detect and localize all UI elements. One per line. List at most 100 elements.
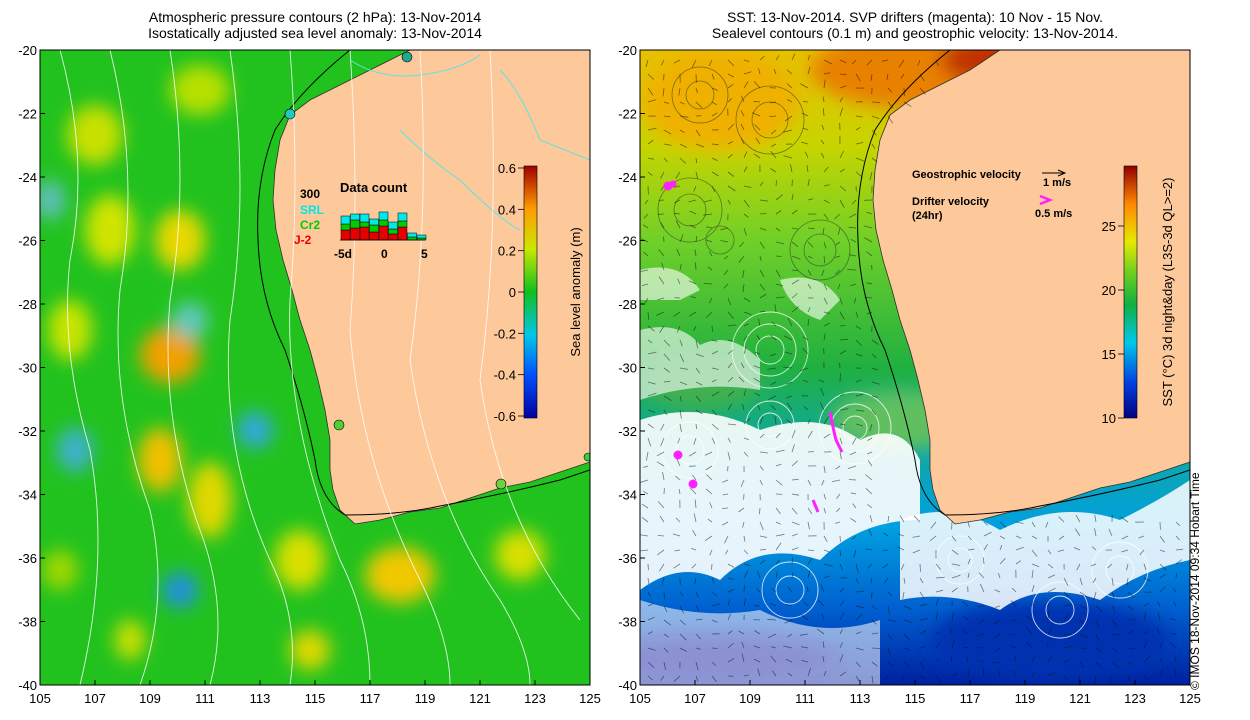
velocity-arrow <box>723 283 729 289</box>
velocity-arrow <box>759 535 768 538</box>
velocity-arrow <box>759 293 767 299</box>
velocity-arrow <box>679 591 684 597</box>
velocity-arrow <box>1169 642 1177 649</box>
velocity-arrow <box>1063 577 1069 586</box>
velocity-arrow <box>839 59 847 64</box>
velocity-arrow <box>868 529 873 537</box>
velocity-arrow <box>836 507 841 513</box>
velocity-arrow <box>1111 605 1116 613</box>
velocity-arrow <box>775 227 781 232</box>
velocity-arrow <box>774 415 777 425</box>
velocity-arrow <box>770 150 777 159</box>
velocity-arrow <box>850 283 857 287</box>
velocity-arrow <box>693 437 697 445</box>
velocity-arrow <box>724 549 729 555</box>
velocity-arrow <box>791 279 800 285</box>
velocity-arrow <box>677 278 681 285</box>
velocity-arrow <box>758 318 761 327</box>
velocity-arrow <box>913 515 921 523</box>
velocity-arrow <box>688 280 697 285</box>
geostrophic-velocity-vectors <box>640 53 1184 685</box>
velocity-arrow <box>935 675 942 683</box>
velocity-arrow <box>839 642 843 649</box>
velocity-arrow <box>935 576 945 579</box>
velocity-arrow <box>982 667 985 677</box>
velocity-arrow <box>783 366 793 369</box>
velocity-arrow <box>775 255 782 257</box>
velocity-arrow <box>935 599 939 607</box>
velocity-arrow <box>743 323 749 327</box>
velocity-arrow <box>887 87 893 93</box>
velocity-arrow <box>1015 546 1024 551</box>
velocity-arrow <box>834 213 841 220</box>
velocity-arrow <box>645 59 649 68</box>
velocity-arrow <box>711 591 717 597</box>
velocity-arrow <box>768 395 777 400</box>
velocity-arrow <box>839 73 847 76</box>
velocity-arrow <box>1079 619 1084 624</box>
velocity-arrow <box>724 535 729 544</box>
velocity-arrow <box>1143 655 1151 663</box>
velocity-arrow <box>695 171 699 180</box>
velocity-arrow <box>822 108 825 117</box>
velocity-arrow <box>678 87 681 96</box>
y-tick-label: -36 <box>18 551 37 566</box>
velocity-arrow <box>1031 535 1038 540</box>
velocity-arrow <box>855 393 864 397</box>
velocity-arrow <box>769 101 777 104</box>
velocity-arrow <box>855 661 861 668</box>
velocity-arrow <box>818 379 825 383</box>
velocity-arrow <box>839 587 845 593</box>
velocity-arrow <box>727 613 731 621</box>
velocity-arrow <box>839 423 846 426</box>
velocity-arrow <box>999 521 1007 528</box>
velocity-arrow <box>791 478 799 481</box>
velocity-arrow <box>673 675 681 682</box>
velocity-arrow <box>679 633 687 641</box>
velocity-arrow <box>647 381 656 385</box>
velocity-arrow <box>839 535 841 542</box>
velocity-arrow <box>656 451 665 457</box>
inset-bar-segment <box>369 224 379 233</box>
inset-bar-segment <box>388 228 398 235</box>
velocity-arrow <box>866 59 873 66</box>
velocity-arrow <box>855 115 863 118</box>
velocity-arrow <box>743 297 751 302</box>
velocity-arrow <box>912 549 921 554</box>
velocity-arrow <box>1031 549 1038 557</box>
velocity-arrow <box>647 423 654 429</box>
velocity-arrow <box>839 451 842 460</box>
velocity-arrow <box>850 492 857 495</box>
velocity-arrow <box>660 437 665 447</box>
velocity-arrow <box>694 499 697 509</box>
velocity-arrow <box>691 59 697 68</box>
velocity-arrow <box>871 647 881 649</box>
velocity-arrow <box>663 395 672 402</box>
velocity-arrow <box>640 479 649 483</box>
velocity-arrow <box>663 633 670 638</box>
velocity-arrow <box>711 143 719 146</box>
velocity-arrow <box>775 432 781 439</box>
inset-bar-segment <box>416 234 427 239</box>
velocity-arrow <box>1058 535 1065 540</box>
velocity-arrow <box>839 612 845 621</box>
inset-bar-segment <box>397 212 408 222</box>
velocity-arrow <box>887 101 894 109</box>
inset-bar-segment <box>378 219 389 227</box>
velocity-arrow <box>647 339 653 344</box>
velocity-arrow <box>727 83 734 89</box>
velocity-arrow <box>709 502 713 509</box>
velocity-arrow <box>727 311 734 319</box>
velocity-arrow <box>786 69 793 75</box>
velocity-arrow <box>783 645 793 649</box>
velocity-arrow <box>919 603 928 607</box>
velocity-arrow <box>839 199 845 208</box>
velocity-arrow <box>839 350 847 355</box>
velocity-arrow <box>711 379 717 383</box>
velocity-arrow <box>722 493 729 496</box>
velocity-arrow <box>673 59 681 64</box>
velocity-arrow <box>711 101 718 106</box>
velocity-arrow <box>790 164 793 173</box>
velocity-arrow <box>743 335 748 341</box>
velocity-arrow <box>1047 549 1052 555</box>
